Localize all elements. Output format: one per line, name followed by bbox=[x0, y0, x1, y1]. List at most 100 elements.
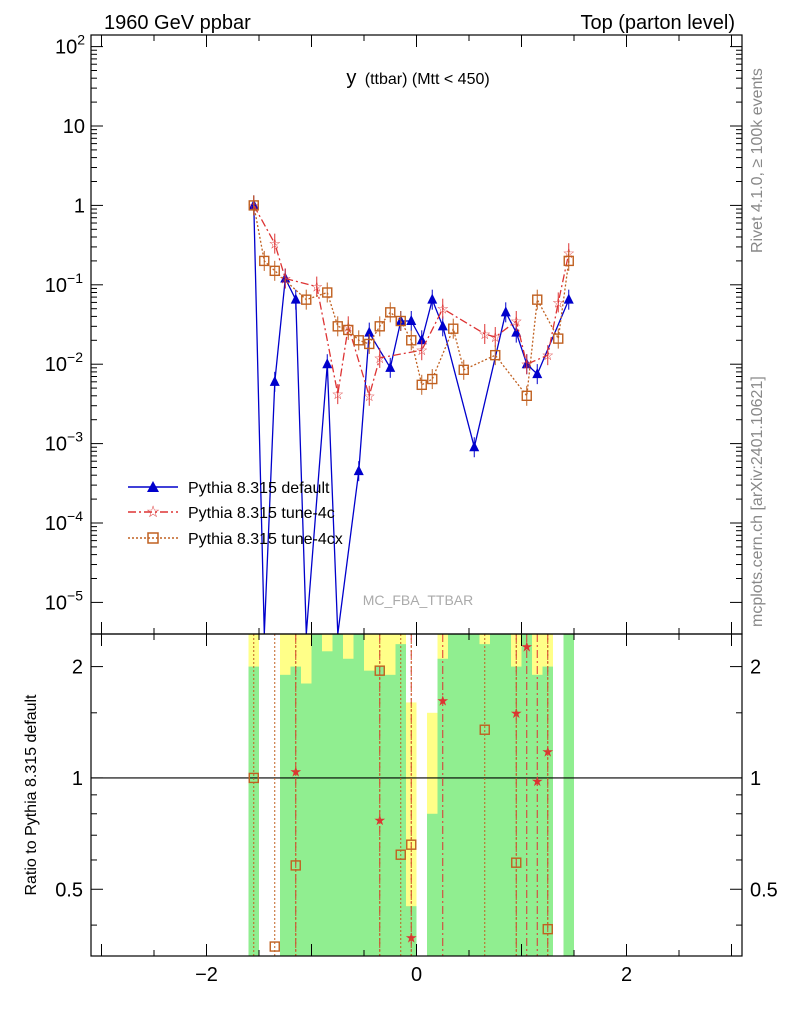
ratio-marker-star-5: ★ bbox=[520, 638, 533, 654]
marker-triangle-2 bbox=[269, 375, 280, 386]
marker-star-4: ☆ bbox=[331, 386, 344, 402]
marker-star-2: ☆ bbox=[279, 271, 292, 287]
main-plot-title: y (ttbar) (Mtt < 450) bbox=[346, 67, 489, 89]
ratio-ytick-label-right-1: 1 bbox=[750, 768, 761, 790]
marker-square-19 bbox=[532, 294, 543, 305]
marker-triangle-17 bbox=[500, 306, 511, 317]
main-ytick-label-4: 10−1 bbox=[45, 270, 83, 297]
marker-triangle-16 bbox=[469, 441, 480, 452]
marker-square-6 bbox=[343, 324, 354, 336]
process-label: Top (parton level) bbox=[580, 12, 735, 34]
legend-label-tune-4c: Pythia 8.315 tune-4c bbox=[188, 505, 335, 522]
marker-square-0 bbox=[248, 200, 259, 211]
marker-star-15: ☆ bbox=[552, 294, 565, 310]
ratio-ytick-label-0: 0.5 bbox=[55, 879, 83, 901]
marker-square-7 bbox=[353, 335, 364, 346]
marker-square-14 bbox=[427, 373, 438, 385]
legend-label-default: Pythia 8.315 default bbox=[188, 480, 330, 497]
ratio-band-green-16 bbox=[448, 634, 459, 956]
marker-triangle-10 bbox=[385, 361, 396, 372]
marker-star-3: ☆ bbox=[310, 279, 323, 295]
marker-square-15 bbox=[448, 323, 459, 334]
ratio-marker-square-6 bbox=[479, 724, 490, 735]
marker-star-9: ☆ bbox=[436, 301, 449, 317]
marker-triangle-20 bbox=[532, 368, 543, 379]
main-ytick-label-6: 10 bbox=[63, 116, 85, 138]
marker-triangle-14 bbox=[427, 293, 438, 304]
main-ytick-label-2: 10−3 bbox=[45, 429, 83, 456]
marker-star-10: ☆ bbox=[478, 326, 491, 342]
main-plot-panel: ☆☆☆☆☆☆☆☆ ☆☆☆☆☆☆☆☆☆ bbox=[247, 195, 575, 635]
ratio-band-green-15 bbox=[437, 658, 448, 956]
marker-triangle-21 bbox=[563, 293, 574, 304]
marker-triangle-12 bbox=[406, 315, 417, 326]
marker-star-7: ☆ bbox=[373, 350, 386, 366]
title-variable: y bbox=[346, 67, 356, 89]
analysis-watermark: MC_FBA_TTBAR bbox=[363, 592, 473, 608]
ratio-band-green-11 bbox=[385, 674, 396, 956]
marker-triangle-18 bbox=[511, 326, 522, 337]
marker-square-2 bbox=[269, 265, 280, 277]
marker-square-11 bbox=[395, 315, 406, 327]
ratio-y-axis-label: Ratio to Pythia 8.315 default bbox=[23, 694, 40, 896]
legend-marker-default bbox=[147, 481, 159, 492]
marker-square-17 bbox=[490, 349, 501, 361]
ratio-band-green-20 bbox=[490, 634, 501, 956]
ratio-band-green-7 bbox=[343, 658, 354, 956]
ratio-band-green-17 bbox=[458, 634, 469, 956]
ratio-band-green-3 bbox=[301, 683, 312, 956]
ratio-marker-square-1 bbox=[269, 941, 280, 952]
marker-star-12: ☆ bbox=[510, 313, 523, 329]
ratio-marker-star-6: ★ bbox=[531, 773, 544, 789]
marker-square-16 bbox=[458, 364, 469, 376]
legend: Pythia 8.315 default ☆ Pythia 8.315 tune… bbox=[128, 480, 343, 548]
ratio-band-green-4 bbox=[311, 634, 322, 956]
series-line-2 bbox=[253, 205, 570, 398]
ratio-band-green-14 bbox=[427, 813, 438, 956]
marker-star-13: ☆ bbox=[520, 356, 533, 372]
main-ytick-label-0: 10−5 bbox=[45, 587, 83, 614]
mcplots-reference-label: mcplots.cern.ch [arXiv:2401.10621] bbox=[749, 376, 766, 627]
marker-square-8 bbox=[364, 338, 375, 350]
ratio-band-green-6 bbox=[332, 634, 343, 956]
marker-triangle-13 bbox=[416, 334, 427, 345]
ratio-marker-square-5 bbox=[406, 839, 417, 850]
ratio-marker-square-0 bbox=[248, 772, 259, 784]
ratio-band-green-19 bbox=[479, 644, 490, 956]
ratio-marker-star-2: ★ bbox=[405, 930, 418, 946]
rivet-version-label: Rivet 4.1.0, ≥ 100k events bbox=[749, 68, 766, 253]
ratio-band-green-9 bbox=[364, 670, 375, 956]
ratio-band-green-5 bbox=[322, 651, 333, 956]
ratio-band-green-26 bbox=[563, 634, 574, 956]
ratio-band-green-18 bbox=[469, 634, 480, 956]
series-line-1 bbox=[253, 205, 570, 399]
marker-square-5 bbox=[332, 321, 343, 332]
main-ytick-label-3: 10−2 bbox=[45, 349, 83, 376]
marker-square-1 bbox=[259, 255, 270, 267]
marker-square-18 bbox=[521, 390, 532, 401]
ratio-plot-panel: ★★★★★★★★ bbox=[91, 634, 742, 956]
marker-star-8: ☆ bbox=[415, 342, 428, 358]
marker-square-20 bbox=[553, 333, 564, 344]
marker-star-1: ☆ bbox=[268, 236, 281, 252]
marker-square-3 bbox=[301, 294, 312, 305]
marker-square-4 bbox=[322, 287, 333, 298]
main-ytick-label-5: 1 bbox=[74, 195, 85, 217]
marker-triangle-9 bbox=[364, 326, 375, 337]
ratio-band-green-21 bbox=[500, 634, 511, 956]
ratio-marker-square-2 bbox=[290, 860, 301, 871]
ratio-band-green-1 bbox=[280, 674, 291, 956]
ratio-marker-square-4 bbox=[395, 849, 406, 860]
marker-square-21 bbox=[563, 255, 574, 267]
marker-square-10 bbox=[385, 307, 396, 318]
marker-square-13 bbox=[416, 379, 427, 391]
xtick-label-1: 0 bbox=[411, 964, 422, 986]
legend-marker-tune-4c: ☆ bbox=[146, 504, 160, 521]
ratio-ytick-label-1: 1 bbox=[72, 768, 83, 790]
ratio-marker-square-8 bbox=[542, 923, 553, 935]
energy-label: 1960 GeV ppbar bbox=[104, 12, 251, 34]
ratio-marker-star-4: ★ bbox=[510, 705, 523, 721]
legend-label-tune-4cx: Pythia 8.315 tune-4cx bbox=[188, 531, 343, 548]
title-subscript: (ttbar) (Mtt < 450) bbox=[365, 71, 490, 88]
